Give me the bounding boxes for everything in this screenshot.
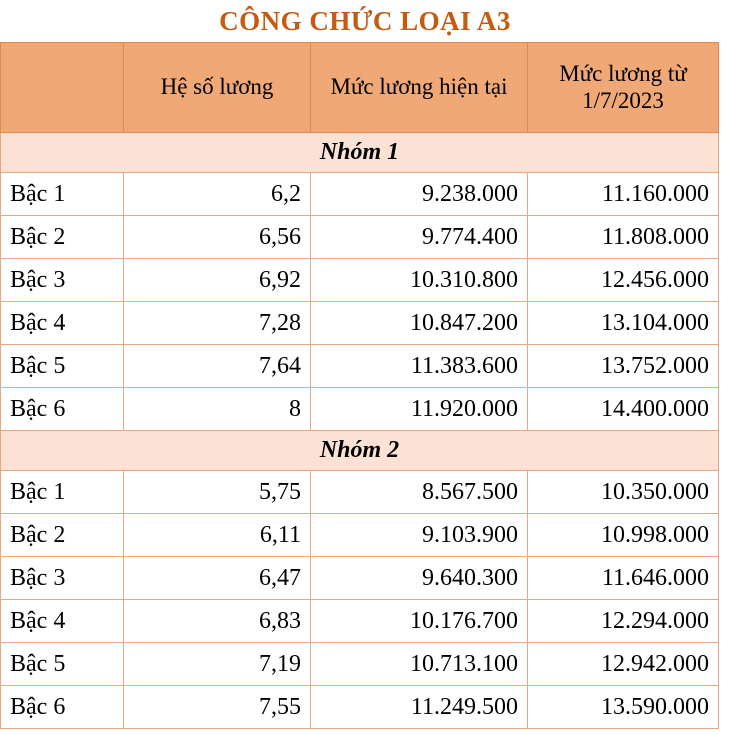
salary-grade-cell: Bậc 4: [0, 301, 124, 345]
current-salary-cell: 10.713.100: [310, 642, 528, 686]
current-salary-cell: 11.249.500: [310, 685, 528, 729]
new-salary-cell: 12.942.000: [527, 642, 719, 686]
coefficient-cell: 6,2: [123, 172, 311, 216]
table-row: Bậc 6 8 11.920.000 14.400.000: [0, 387, 719, 431]
salary-grade-cell: Bậc 6: [0, 685, 124, 729]
table-row: Bậc 2 6,11 9.103.900 10.998.000: [0, 513, 719, 557]
group-label: Nhóm 2: [0, 430, 719, 471]
new-salary-cell: 12.294.000: [527, 599, 719, 643]
column-header-muc-luong-tu-2023: Mức lương từ 1/7/2023: [527, 42, 719, 133]
new-salary-cell: 10.350.000: [527, 470, 719, 514]
new-salary-cell: 14.400.000: [527, 387, 719, 431]
current-salary-cell: 9.238.000: [310, 172, 528, 216]
coefficient-cell: 7,55: [123, 685, 311, 729]
new-salary-cell: 11.160.000: [527, 172, 719, 216]
salary-grade-cell: Bậc 3: [0, 556, 124, 600]
coefficient-cell: 6,92: [123, 258, 311, 302]
table-head: Hệ số lương Mức lương hiện tại Mức lương…: [0, 42, 719, 133]
coefficient-cell: 8: [123, 387, 311, 431]
header-row: Hệ số lương Mức lương hiện tại Mức lương…: [0, 42, 719, 133]
group-header-row: Nhóm 2: [0, 430, 719, 471]
current-salary-cell: 9.103.900: [310, 513, 528, 557]
coefficient-cell: 6,47: [123, 556, 311, 600]
salary-grade-cell: Bậc 5: [0, 642, 124, 686]
title-row: CÔNG CHỨC LOẠI A3: [0, 0, 730, 42]
new-salary-cell: 13.590.000: [527, 685, 719, 729]
new-salary-cell: 12.456.000: [527, 258, 719, 302]
current-salary-cell: 9.774.400: [310, 215, 528, 259]
column-header-he-so-luong: Hệ số lương: [123, 42, 311, 133]
table-body: Nhóm 1 Bậc 1 6,2 9.238.000 11.160.000 Bậc 2 6,…: [0, 132, 719, 729]
table-row: Bậc 2 6,56 9.774.400 11.808.000: [0, 215, 719, 259]
coefficient-cell: 7,28: [123, 301, 311, 345]
new-salary-cell: 13.752.000: [527, 344, 719, 388]
coefficient-cell: 6,11: [123, 513, 311, 557]
current-salary-cell: 8.567.500: [310, 470, 528, 514]
new-salary-cell: 11.808.000: [527, 215, 719, 259]
current-salary-cell: 10.310.800: [310, 258, 528, 302]
table-row: Bậc 5 7,64 11.383.600 13.752.000: [0, 344, 719, 388]
table-row: Bậc 4 6,83 10.176.700 12.294.000: [0, 599, 719, 643]
table-row: Bậc 1 5,75 8.567.500 10.350.000: [0, 470, 719, 514]
current-salary-cell: 10.176.700: [310, 599, 528, 643]
table-row: Bậc 1 6,2 9.238.000 11.160.000: [0, 172, 719, 216]
new-salary-cell: 10.998.000: [527, 513, 719, 557]
salary-grade-cell: Bậc 1: [0, 470, 124, 514]
group-header-row: Nhóm 1: [0, 132, 719, 173]
group-label: Nhóm 1: [0, 132, 719, 173]
salary-grade-cell: Bậc 5: [0, 344, 124, 388]
table-row: Bậc 6 7,55 11.249.500 13.590.000: [0, 685, 719, 729]
salary-grade-cell: Bậc 3: [0, 258, 124, 302]
current-salary-cell: 11.383.600: [310, 344, 528, 388]
current-salary-cell: 11.920.000: [310, 387, 528, 431]
salary-grade-cell: Bậc 1: [0, 172, 124, 216]
coefficient-cell: 7,64: [123, 344, 311, 388]
current-salary-cell: 9.640.300: [310, 556, 528, 600]
salary-grade-cell: Bậc 2: [0, 215, 124, 259]
salary-grade-cell: Bậc 2: [0, 513, 124, 557]
coefficient-cell: 7,19: [123, 642, 311, 686]
current-salary-cell: 10.847.200: [310, 301, 528, 345]
column-header-muc-luong-hien-tai: Mức lương hiện tại: [310, 42, 528, 133]
coefficient-cell: 5,75: [123, 470, 311, 514]
page-title: CÔNG CHỨC LOẠI A3: [219, 5, 511, 36]
salary-grade-cell: Bậc 4: [0, 599, 124, 643]
coefficient-cell: 6,83: [123, 599, 311, 643]
salary-table: Hệ số lương Mức lương hiện tại Mức lương…: [0, 42, 719, 729]
table-row: Bậc 3 6,92 10.310.800 12.456.000: [0, 258, 719, 302]
column-header-bac: [0, 42, 124, 133]
new-salary-cell: 11.646.000: [527, 556, 719, 600]
table-row: Bậc 5 7,19 10.713.100 12.942.000: [0, 642, 719, 686]
salary-grade-cell: Bậc 6: [0, 387, 124, 431]
table-row: Bậc 3 6,47 9.640.300 11.646.000: [0, 556, 719, 600]
new-salary-cell: 13.104.000: [527, 301, 719, 345]
coefficient-cell: 6,56: [123, 215, 311, 259]
table-row: Bậc 4 7,28 10.847.200 13.104.000: [0, 301, 719, 345]
